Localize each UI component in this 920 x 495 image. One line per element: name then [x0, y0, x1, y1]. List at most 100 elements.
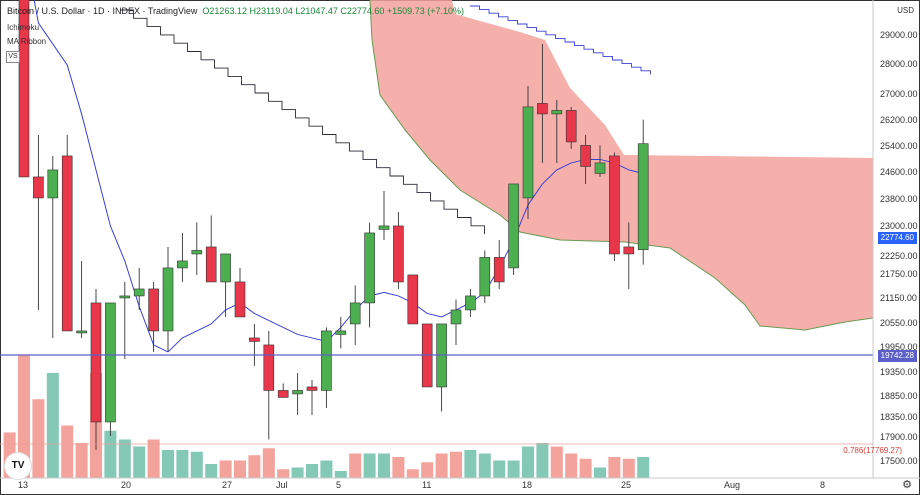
candle-body — [205, 246, 217, 283]
candle-body — [277, 390, 289, 398]
volume-bar — [277, 469, 290, 478]
volume-bar — [234, 460, 246, 478]
candle-body — [465, 295, 476, 311]
price-tick-label: 23800.00 — [880, 194, 918, 204]
volume-bar — [104, 430, 117, 478]
candle-body — [349, 302, 361, 325]
candle-body — [594, 162, 606, 174]
volume-bar — [421, 462, 434, 478]
indicator-ichimoku[interactable]: Ichimoku — [7, 23, 40, 32]
candle-body — [565, 110, 577, 143]
price-tick-label: 29000.00 — [880, 30, 918, 40]
candle-body — [263, 344, 275, 391]
volume-bar — [219, 460, 232, 478]
date-tick-label: 11 — [422, 480, 432, 490]
candle-body — [18, 0, 30, 178]
price-tick-label: 21750.00 — [880, 269, 918, 279]
volume-bar — [378, 453, 390, 478]
price-tick-label: 18350.00 — [880, 412, 918, 422]
volume-bar — [493, 460, 506, 478]
candle-body — [292, 390, 303, 395]
level-price-tag: 19742.28 — [877, 350, 917, 362]
candle-body — [450, 309, 462, 325]
volume-bar — [536, 443, 549, 478]
price-tick-label: 23000.00 — [880, 221, 918, 231]
candle-body — [249, 337, 260, 342]
candle-body — [162, 267, 174, 332]
volume-bar — [349, 453, 362, 478]
last-price-tag: 22774.60 — [877, 232, 917, 244]
date-tick-label: 13 — [18, 480, 29, 490]
date-tick-label: 18 — [522, 480, 533, 490]
volume-bar — [291, 467, 304, 478]
volume-bar — [450, 451, 462, 478]
candle-body — [90, 302, 102, 423]
base-line — [470, 5, 651, 75]
candle-body — [609, 155, 620, 255]
volume-bar — [162, 450, 174, 478]
volume-toggle[interactable]: VS — [6, 51, 20, 63]
candle-body — [479, 257, 491, 297]
volume-bar — [147, 439, 160, 478]
volume-bar — [262, 448, 275, 478]
date-tick-label: Aug — [724, 480, 741, 490]
candle-body — [551, 110, 563, 115]
volume-bar — [118, 439, 131, 478]
candle-body — [493, 257, 505, 283]
candle-body — [580, 145, 591, 167]
price-tick-label: 24600.00 — [880, 167, 918, 177]
lagging-span — [120, 9, 485, 235]
volume-bar — [205, 464, 218, 478]
volume-bar — [363, 453, 376, 478]
volume-bar — [61, 425, 74, 478]
date-tick-label: 8 — [820, 480, 826, 490]
candle-body — [364, 232, 375, 304]
price-tick-label: 19350.00 — [880, 367, 918, 377]
indicator-ma-ribbon[interactable]: MA Ribbon — [7, 37, 47, 46]
symbol-title[interactable]: Bitcoin / U.S. Dollar · 1D · INDEX · Tra… — [7, 6, 198, 16]
date-tick-label: 5 — [336, 480, 342, 490]
candle-body — [47, 169, 59, 199]
volume-bar — [464, 450, 477, 478]
volume-bar — [306, 464, 318, 478]
price-tick-label: 27000.00 — [880, 89, 918, 99]
volume-bar — [32, 399, 45, 478]
volume-bar — [594, 467, 606, 478]
price-tick-label: 22250.00 — [880, 251, 918, 261]
volume-bar — [190, 451, 203, 478]
volume-bar — [622, 458, 635, 478]
candle-body — [306, 386, 318, 391]
volume-bar — [435, 453, 448, 478]
date-tick-label: Jul — [276, 480, 288, 490]
price-tick-label: 19950.00 — [880, 342, 918, 352]
volume-bar — [18, 355, 30, 478]
candle-body — [393, 225, 404, 283]
candle-body — [407, 274, 419, 325]
volume-bar — [579, 458, 592, 478]
volume-bar — [406, 469, 419, 478]
volume-bar — [248, 455, 261, 478]
candle-body — [335, 330, 347, 335]
gear-icon[interactable]: ⚙ — [902, 479, 912, 491]
ichimoku-cloud — [370, 0, 873, 330]
candle-body — [623, 246, 635, 255]
candle-body — [321, 330, 332, 391]
price-tick-label: 28000.00 — [880, 59, 918, 69]
candle-body — [637, 143, 649, 251]
volume-bar — [550, 446, 563, 478]
price-tick-label: 17500.00 — [880, 456, 918, 466]
fib-level-label: 0.786(17769.27) — [843, 446, 902, 455]
price-tick-label: 26200.00 — [880, 115, 918, 125]
candle-body — [177, 260, 188, 269]
cloud-span-b — [369, 0, 874, 331]
candle-body — [191, 250, 203, 255]
candle-body — [537, 103, 548, 115]
date-tick-label: 20 — [121, 480, 132, 490]
volume-bar — [334, 471, 347, 478]
currency-label[interactable]: USD — [897, 6, 914, 15]
candle-body — [378, 225, 390, 230]
tradingview-logo[interactable]: TV — [4, 452, 32, 480]
price-tick-label: 18850.00 — [880, 391, 918, 401]
volume-bar — [320, 460, 333, 478]
